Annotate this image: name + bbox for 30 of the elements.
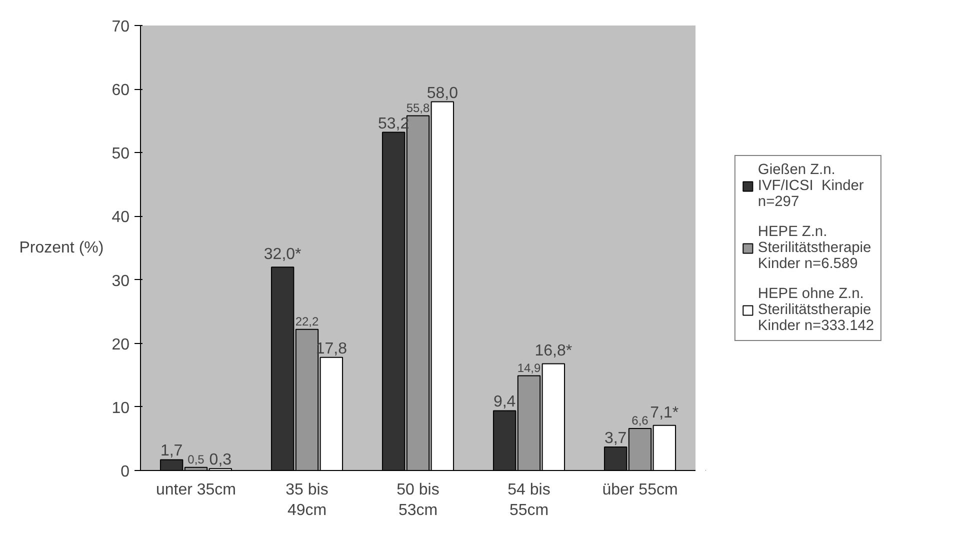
x-tick-label: unter 35cm [156, 482, 236, 498]
x-tick-label: 54 bis 55cm [508, 482, 550, 519]
data-label: 0,3 [209, 452, 232, 469]
y-tick-label: 0 [120, 464, 130, 480]
data-label: 3,7 [604, 430, 627, 447]
data-label: 16,8* [534, 342, 572, 360]
data-label: 32,0* [264, 246, 302, 264]
legend-label: Gießen Z.n. IVF/ICSI Kinder n=297 [758, 162, 864, 210]
x-tick-label: 35 bis 49cm [286, 482, 328, 519]
y-tick-label: 40 [112, 209, 130, 226]
legend-label: HEPE ohne Z.n. Sterilitätstherapie Kinder n=333.142 [758, 286, 874, 334]
data-label: 0,5 [188, 452, 205, 466]
x-tick-label: über 55cm [602, 482, 678, 498]
y-tick-label: 50 [112, 146, 130, 163]
data-label: 7,1* [650, 404, 679, 422]
y-tick-label: 60 [112, 82, 130, 100]
y-tick-label: 30 [112, 272, 130, 290]
data-label: 22,2 [295, 314, 320, 328]
data-label: 14,9 [517, 360, 542, 375]
x-tick-label: 50 bis 53cm [396, 482, 440, 519]
data-label: 1,7 [160, 442, 183, 460]
data-label: 6,6 [632, 414, 649, 428]
y-tick-label: 10 [112, 400, 130, 417]
data-label: 58,0 [426, 84, 458, 102]
y-axis-title: Prozent (%) [19, 240, 104, 256]
y-tick-label: 20 [112, 336, 130, 354]
y-tick-label: 70 [112, 18, 130, 36]
data-label: 9,4 [493, 394, 516, 411]
data-label: 55,8 [406, 100, 430, 115]
legend-label: HEPE Z.n. Sterilitätstherapie Kinder n=6.589 [758, 224, 872, 272]
